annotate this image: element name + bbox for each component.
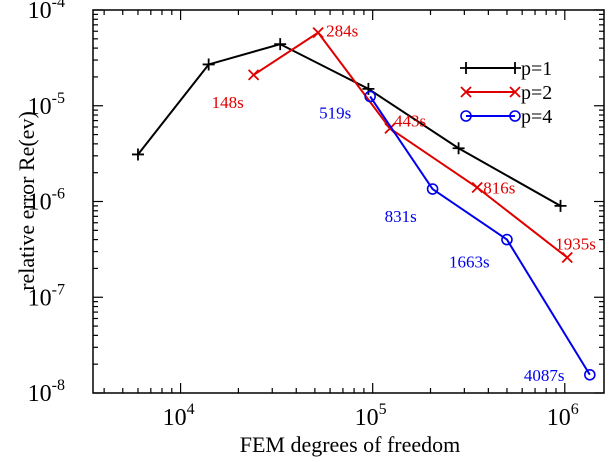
series-group <box>131 27 596 381</box>
legend-marker-p1 <box>460 62 472 74</box>
data-point-p1 <box>131 148 144 161</box>
runtime-label: 1663s <box>449 253 490 272</box>
runtime-label: 519s <box>319 103 351 122</box>
data-point-p2 <box>312 27 324 39</box>
data-point-p2 <box>561 251 573 264</box>
y-axis-label: relative error Re(ev) <box>14 111 39 291</box>
legend-label-p1: p=1 <box>521 58 552 80</box>
x-tick-label: 105 <box>355 401 387 431</box>
legend-label-p4: p=4 <box>521 106 552 128</box>
data-point-p1 <box>362 82 375 95</box>
x-tick-label: 106 <box>547 401 579 431</box>
data-point-p4 <box>426 183 439 195</box>
data-labels: 148s 284s 443s 816s 1935s 519s 831s 1663s 4087s <box>212 22 596 385</box>
y-tick-label: 10-8 <box>28 377 65 407</box>
x-tick-label: 104 <box>163 401 195 431</box>
legend-marker-p4 <box>460 110 472 122</box>
y-tick-label: 10-4 <box>28 0 65 24</box>
legend-label-p2: p=2 <box>521 82 552 104</box>
data-point-p2 <box>471 181 483 194</box>
data-point-p2 <box>247 69 260 81</box>
data-point-p1 <box>202 58 215 71</box>
axis-ticks: 104 105 106 10-8 10-7 10-6 10-5 10-4 <box>28 0 604 431</box>
series-p4 <box>364 90 596 381</box>
legend: p=1p=2p=4 <box>460 58 552 128</box>
runtime-label: 148s <box>212 93 244 112</box>
series-p1 <box>131 38 567 212</box>
y-tick-label: 10-6 <box>28 186 65 216</box>
y-tick-label: 10-7 <box>28 281 65 311</box>
runtime-label: 816s <box>483 179 515 198</box>
runtime-label: 443s <box>394 111 426 130</box>
legend-marker-p2 <box>460 86 472 98</box>
series-line-p1 <box>137 43 562 207</box>
legend-marker-p1 <box>509 62 521 74</box>
data-point-p1 <box>554 199 567 212</box>
runtime-label: 284s <box>326 22 358 41</box>
series-p2 <box>247 27 573 264</box>
legend-marker-p4 <box>509 110 521 122</box>
x-axis-label: FEM degrees of freedom <box>240 432 461 457</box>
data-point-p4 <box>501 233 513 246</box>
data-point-p4 <box>364 90 376 103</box>
y-tick-label: 10-5 <box>28 90 65 120</box>
runtime-label: 1935s <box>555 235 596 254</box>
runtime-label: 831s <box>385 207 417 226</box>
data-point-p1 <box>274 38 287 51</box>
data-point-p1 <box>452 142 465 155</box>
runtime-label: 4087s <box>524 366 565 385</box>
legend-marker-p2 <box>509 86 521 98</box>
data-point-p4 <box>584 368 596 381</box>
series-line-p4 <box>369 95 591 376</box>
